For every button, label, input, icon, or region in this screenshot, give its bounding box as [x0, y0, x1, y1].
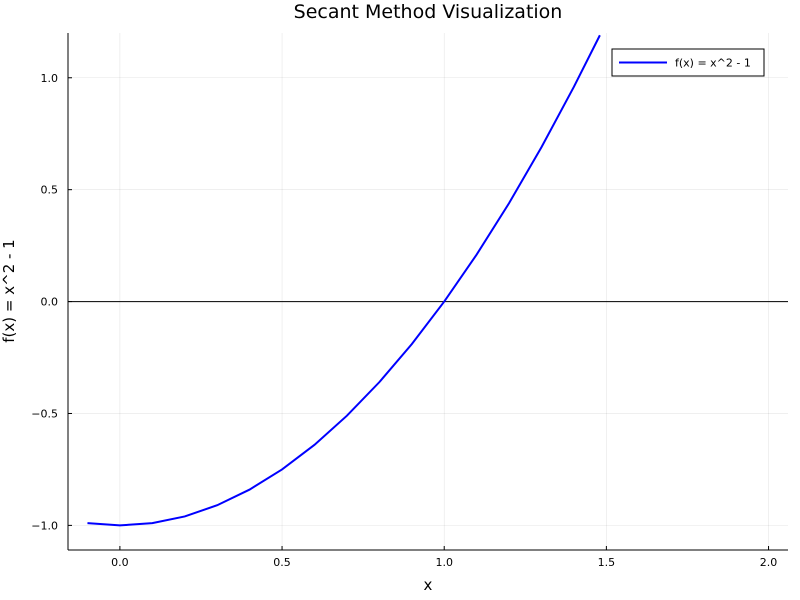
- legend-label: f(x) = x^2 - 1: [675, 57, 751, 70]
- plot-frame: [67, 33, 788, 551]
- series-line: [87, 34, 601, 527]
- x-tick-label: 1.5: [598, 556, 616, 569]
- x-tick-label: 0.5: [273, 556, 291, 569]
- legend: f(x) = x^2 - 1: [611, 48, 765, 77]
- x-tick-label: 1.0: [435, 556, 453, 569]
- grid: [68, 33, 788, 550]
- y-tick-label: 0.5: [41, 184, 59, 197]
- y-axis-title: f(x) = x^2 - 1: [0, 239, 18, 342]
- y-tick-label: 1.0: [41, 72, 59, 85]
- y-tick-label: −1.0: [31, 519, 58, 532]
- x-tick-label: 2.0: [760, 556, 778, 569]
- chart-title: Secant Method Visualization: [294, 1, 563, 23]
- y-tick-label: −0.5: [31, 407, 58, 420]
- x-axis-ticks: 0.0 0.5 1.0 1.5 2.0: [111, 546, 777, 569]
- series-layer: [87, 34, 601, 527]
- y-tick-label: 0.0: [41, 296, 59, 309]
- x-axis-title: x: [424, 576, 433, 594]
- y-axis-ticks: −1.0 −0.5 0.0 0.5 1.0: [31, 72, 72, 532]
- x-tick-label: 0.0: [111, 556, 129, 569]
